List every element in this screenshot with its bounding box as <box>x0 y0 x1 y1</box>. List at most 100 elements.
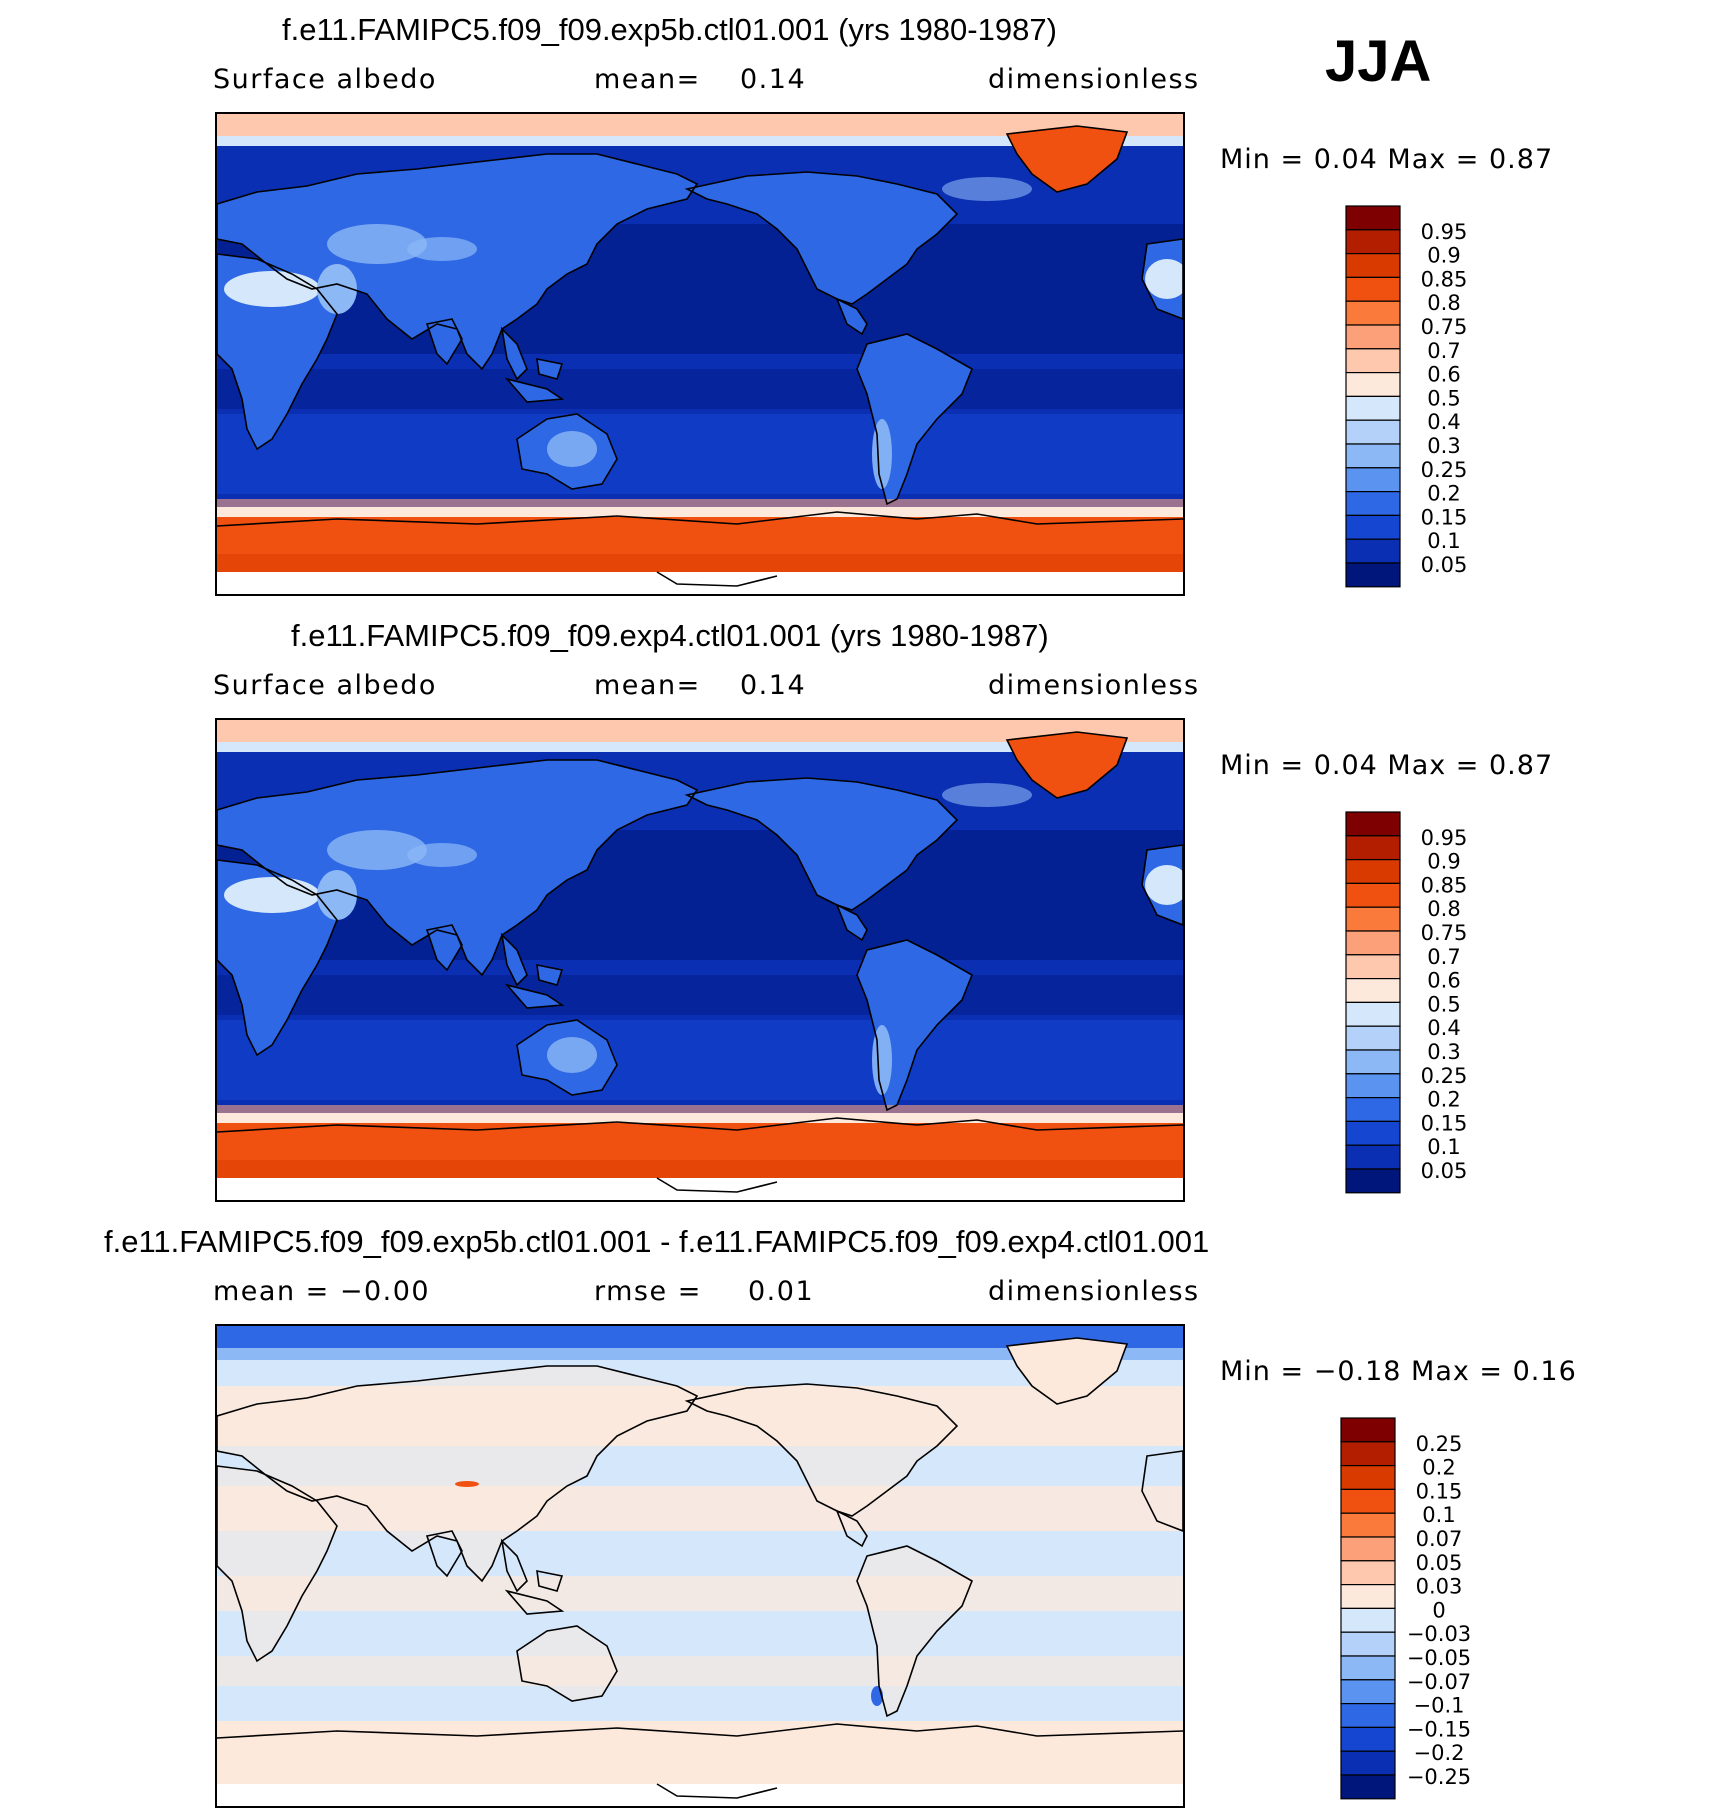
colorbar-box <box>1340 1584 1396 1610</box>
colorbar-label: 0.8 <box>1427 291 1460 315</box>
colorbar-label: 0.85 <box>1421 267 1468 291</box>
colorbar-label: 0.1 <box>1427 529 1460 553</box>
colorbar-label: 0.95 <box>1421 826 1468 850</box>
colorbar-box <box>1340 1655 1396 1681</box>
colorbar-label: 0.9 <box>1427 850 1460 874</box>
colorbar-label: −0.1 <box>1414 1694 1465 1718</box>
panel1-map <box>215 112 1185 596</box>
colorbar-label: −0.15 <box>1407 1717 1471 1741</box>
colorbar-label: 0.3 <box>1427 434 1460 458</box>
panel2-title: f.e11.FAMIPC5.f09_f09.exp4.ctl01.001 (yr… <box>291 618 1049 653</box>
colorbar-box <box>1345 1097 1401 1123</box>
panel2-variable: Surface albedo <box>213 670 437 701</box>
colorbar-label: 0.6 <box>1427 363 1460 387</box>
colorbar-label: 0.95 <box>1421 220 1468 244</box>
colorbar-box <box>1345 562 1401 588</box>
colorbar-label: −0.05 <box>1407 1646 1471 1670</box>
colorbar-box <box>1345 835 1401 861</box>
colorbar-box <box>1345 229 1401 255</box>
colorbar-box <box>1340 1536 1396 1562</box>
panel2-map <box>215 718 1185 1202</box>
panel3-title: f.e11.FAMIPC5.f09_f09.exp5b.ctl01.001 - … <box>104 1224 1210 1259</box>
colorbar-box <box>1345 811 1401 837</box>
colorbar-label: 0.75 <box>1421 921 1468 945</box>
colorbar-label: −0.03 <box>1407 1622 1471 1646</box>
colorbar-label: 0.7 <box>1427 339 1460 363</box>
colorbar-label: 0.4 <box>1427 1016 1460 1040</box>
panel3-rmse-value: 0.01 <box>748 1276 815 1307</box>
colorbar-box <box>1345 491 1401 517</box>
colorbar-label: 0.1 <box>1422 1503 1455 1527</box>
colorbar-box <box>1340 1726 1396 1752</box>
colorbar-label: 0.85 <box>1421 873 1468 897</box>
colorbar-label: 0.15 <box>1421 1111 1468 1135</box>
panel3-rmse-label: rmse = <box>594 1276 702 1307</box>
colorbar-box <box>1345 858 1401 884</box>
colorbar-box <box>1345 538 1401 564</box>
colorbar-label: 0.75 <box>1421 315 1468 339</box>
panel2-mean-label: mean= <box>594 670 701 701</box>
panel2-minmax: Min = 0.04 Max = 0.87 <box>1220 750 1554 781</box>
panel1-minmax: Min = 0.04 Max = 0.87 <box>1220 144 1554 175</box>
colorbar-box <box>1340 1607 1396 1633</box>
colorbar-label: 0.05 <box>1421 1159 1468 1183</box>
colorbar-box <box>1345 419 1401 445</box>
panel3-colorbar: 0.25 0.2 0.15 0.1 0.07 0.05 0.03 0 −0.03 −0.05 −0.… <box>1340 1417 1526 1808</box>
colorbar-box <box>1345 443 1401 469</box>
panel3-units: dimensionless <box>988 1276 1200 1307</box>
colorbar-box <box>1345 1049 1401 1075</box>
colorbar-box <box>1345 300 1401 326</box>
panel3-mean: mean = −0.00 <box>213 1276 431 1307</box>
colorbar-box <box>1345 205 1401 231</box>
colorbar-label: 0.6 <box>1427 969 1460 993</box>
colorbar-box <box>1345 1001 1401 1027</box>
colorbar-box <box>1340 1774 1396 1800</box>
colorbar-label: 0.8 <box>1427 897 1460 921</box>
colorbar-label: 0.07 <box>1416 1527 1463 1551</box>
colorbar-box <box>1345 954 1401 980</box>
colorbar-box <box>1340 1464 1396 1490</box>
panel2-mean-value: 0.14 <box>740 670 807 701</box>
colorbar-label: 0.15 <box>1416 1479 1463 1503</box>
colorbar-box <box>1340 1560 1396 1586</box>
colorbar-label: 0.2 <box>1427 482 1460 506</box>
colorbar-label: 0.3 <box>1427 1040 1460 1064</box>
colorbar-box <box>1345 276 1401 302</box>
colorbar-box <box>1340 1679 1396 1705</box>
colorbar-label: 0.2 <box>1427 1088 1460 1112</box>
colorbar-label: 0.05 <box>1416 1551 1463 1575</box>
colorbar-box <box>1345 1144 1401 1170</box>
colorbar-label: 0.5 <box>1427 386 1460 410</box>
colorbar-label: 0.1 <box>1427 1135 1460 1159</box>
colorbar-box <box>1340 1417 1396 1443</box>
colorbar-label: 0.5 <box>1427 992 1460 1016</box>
panel3-map <box>215 1324 1185 1808</box>
colorbar-label: −0.07 <box>1407 1670 1471 1694</box>
colorbar-box <box>1345 906 1401 932</box>
colorbar-box <box>1345 930 1401 956</box>
panel1-mean-label: mean= <box>594 64 701 95</box>
colorbar-label: 0.2 <box>1422 1456 1455 1480</box>
colorbar-box <box>1345 252 1401 278</box>
colorbar-box <box>1340 1441 1396 1467</box>
colorbar-label: 0.25 <box>1421 1064 1468 1088</box>
colorbar-box <box>1345 1120 1401 1146</box>
panel1-title: f.e11.FAMIPC5.f09_f09.exp5b.ctl01.001 (y… <box>282 12 1057 47</box>
colorbar-label: −0.25 <box>1407 1765 1471 1789</box>
colorbar-box <box>1345 978 1401 1004</box>
panel1-colorbar: 0.95 0.9 0.85 0.8 0.75 0.7 0.6 0.5 0.4 0.3 0.25 0.2… <box>1345 205 1526 596</box>
colorbar-label: 0.25 <box>1416 1432 1463 1456</box>
colorbar-box <box>1345 467 1401 493</box>
colorbar-box <box>1340 1631 1396 1657</box>
colorbar-box <box>1340 1488 1396 1514</box>
panel1-mean-value: 0.14 <box>740 64 807 95</box>
panel2-colorbar: 0.95 0.9 0.85 0.8 0.75 0.7 0.6 0.5 0.4 0.3 0.25 0.2… <box>1345 811 1526 1202</box>
panel1-variable: Surface albedo <box>213 64 437 95</box>
colorbar-box <box>1340 1750 1396 1776</box>
colorbar-label: 0.7 <box>1427 945 1460 969</box>
colorbar-box <box>1340 1512 1396 1538</box>
colorbar-box <box>1345 514 1401 540</box>
colorbar-label: 0.9 <box>1427 244 1460 268</box>
colorbar-box <box>1345 1168 1401 1194</box>
panel2-units: dimensionless <box>988 670 1200 701</box>
